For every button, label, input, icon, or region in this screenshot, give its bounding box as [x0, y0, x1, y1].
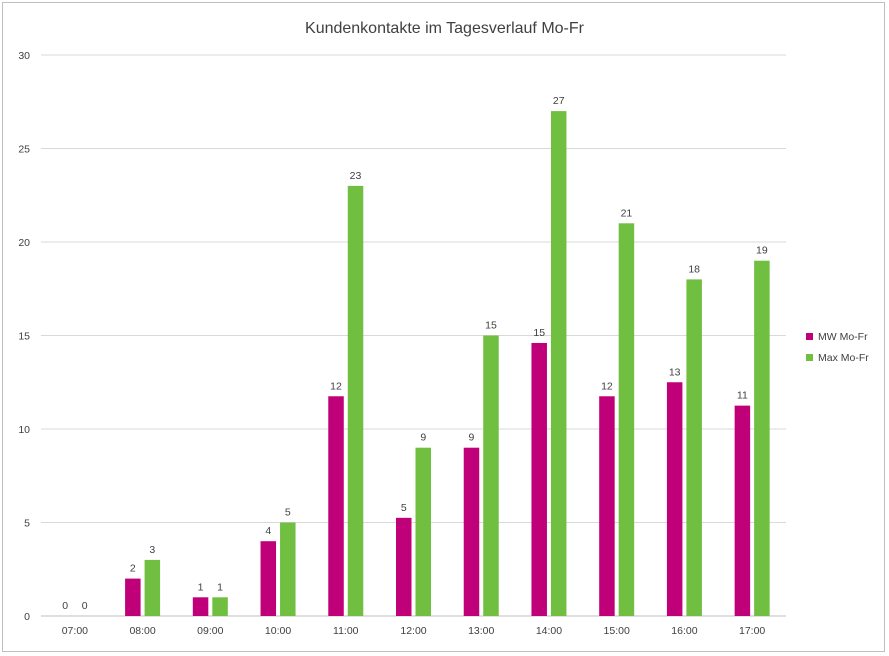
data-label: 0	[82, 600, 88, 612]
x-tick-label: 11:00	[333, 625, 359, 637]
y-tick-label: 30	[18, 50, 30, 62]
data-label: 15	[485, 320, 497, 332]
bar-max	[618, 223, 635, 617]
x-tick-label: 16:00	[671, 625, 697, 637]
data-label: 9	[469, 432, 475, 444]
x-tick-label: 17:00	[739, 625, 765, 637]
legend-item-max: Max Mo-Fr	[806, 347, 869, 368]
x-tick-label: 08:00	[129, 625, 155, 637]
bar-max	[415, 447, 431, 616]
bar-mw	[666, 382, 683, 616]
legend-label-max: Max Mo-Fr	[818, 351, 869, 364]
data-label: 11	[737, 390, 748, 402]
x-tick-label: 15:00	[604, 625, 630, 637]
data-label: 23	[350, 170, 362, 182]
data-label: 12	[330, 380, 342, 392]
data-label: 0	[62, 600, 68, 612]
y-tick-label: 20	[18, 237, 30, 249]
bar-max	[144, 559, 161, 616]
bar-mw	[396, 517, 412, 616]
legend-item-mw: MW Mo-Fr	[806, 326, 869, 347]
bar-mw	[531, 342, 547, 616]
x-tick-label: 12:00	[400, 625, 426, 637]
y-tick-label: 15	[18, 331, 30, 343]
data-label: 5	[401, 502, 407, 514]
data-label: 1	[198, 581, 204, 593]
bar-max	[280, 522, 296, 616]
legend: MW Mo-Fr Max Mo-Fr	[806, 326, 869, 368]
x-tick-label: 07:00	[62, 625, 88, 637]
bar-mw	[463, 447, 480, 616]
legend-label-mw: MW Mo-Fr	[818, 330, 868, 343]
data-label: 12	[601, 380, 613, 392]
x-tick-label: 13:00	[468, 625, 494, 637]
data-label: 1	[217, 581, 223, 593]
data-label: 21	[621, 207, 633, 219]
bar-max	[754, 260, 770, 616]
bar-mw	[599, 396, 615, 616]
legend-swatch-max	[806, 354, 813, 361]
y-tick-label: 5	[24, 518, 30, 530]
y-tick-label: 25	[18, 144, 30, 156]
data-label: 15	[533, 327, 545, 339]
bar-max	[483, 335, 499, 616]
data-label: 9	[420, 432, 426, 444]
y-tick-label: 10	[18, 424, 30, 436]
data-label: 2	[130, 563, 136, 575]
data-label: 4	[265, 525, 271, 537]
y-tick-label: 0	[24, 611, 30, 623]
data-label: 3	[149, 544, 155, 556]
bar-max	[550, 111, 567, 616]
bar-mw	[328, 396, 344, 616]
bar-mw	[260, 541, 277, 616]
x-tick-label: 14:00	[536, 625, 562, 637]
bar-mw	[125, 578, 141, 616]
data-label: 5	[285, 507, 291, 519]
x-tick-label: 09:00	[197, 625, 223, 637]
data-label: 27	[553, 95, 565, 107]
bar-mw	[734, 405, 751, 616]
bar-max	[686, 279, 702, 616]
data-label: 13	[669, 366, 681, 378]
bar-max	[347, 185, 364, 616]
data-label: 19	[756, 245, 768, 257]
x-tick-label: 10:00	[265, 625, 291, 637]
bar-mw	[192, 597, 209, 616]
data-label: 18	[688, 263, 700, 275]
chart-title: Kundenkontakte im Tagesverlauf Mo-Fr	[305, 20, 584, 37]
bar-max	[212, 597, 228, 616]
legend-swatch-mw	[806, 333, 813, 340]
